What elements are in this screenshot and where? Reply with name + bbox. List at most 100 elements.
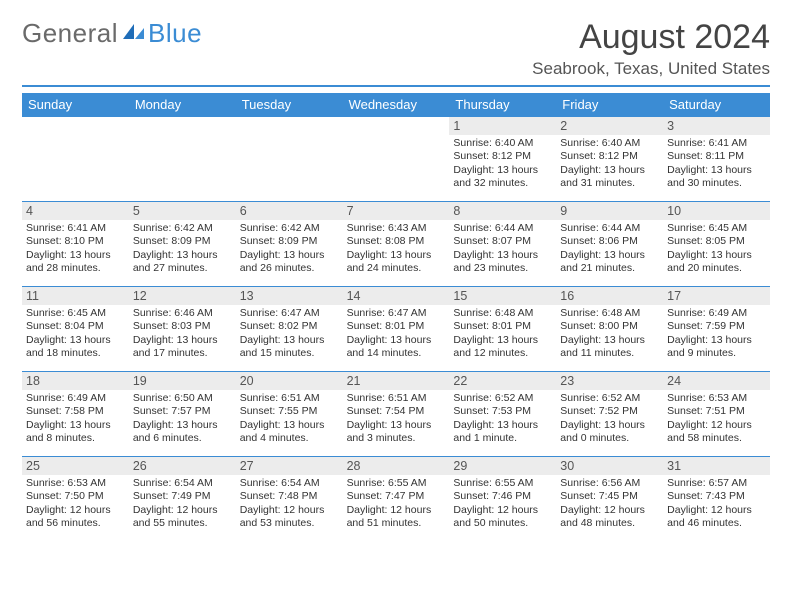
day-cell [129, 117, 236, 201]
day-cell: 20Sunrise: 6:51 AMSunset: 7:55 PMDayligh… [236, 372, 343, 456]
dl1-text: Daylight: 13 hours [240, 419, 339, 432]
day-info: Sunrise: 6:55 AMSunset: 7:47 PMDaylight:… [347, 477, 446, 531]
day-info: Sunrise: 6:41 AMSunset: 8:11 PMDaylight:… [667, 137, 766, 191]
day-info: Sunrise: 6:54 AMSunset: 7:48 PMDaylight:… [240, 477, 339, 531]
day-cell [22, 117, 129, 201]
day-info: Sunrise: 6:56 AMSunset: 7:45 PMDaylight:… [560, 477, 659, 531]
dl2-text: and 11 minutes. [560, 347, 659, 360]
sunrise-text: Sunrise: 6:41 AM [26, 222, 125, 235]
day-number: 2 [556, 117, 663, 135]
dow-thursday: Thursday [449, 93, 556, 117]
dl2-text: and 56 minutes. [26, 517, 125, 530]
sunrise-text: Sunrise: 6:48 AM [453, 307, 552, 320]
dl2-text: and 17 minutes. [133, 347, 232, 360]
page-title: August 2024 [532, 18, 770, 57]
day-cell: 25Sunrise: 6:53 AMSunset: 7:50 PMDayligh… [22, 457, 129, 541]
day-cell: 31Sunrise: 6:57 AMSunset: 7:43 PMDayligh… [663, 457, 770, 541]
day-number: 3 [663, 117, 770, 135]
day-info: Sunrise: 6:46 AMSunset: 8:03 PMDaylight:… [133, 307, 232, 361]
week-row: 25Sunrise: 6:53 AMSunset: 7:50 PMDayligh… [22, 457, 770, 541]
dl2-text: and 8 minutes. [26, 432, 125, 445]
sunrise-text: Sunrise: 6:48 AM [560, 307, 659, 320]
day-cell: 14Sunrise: 6:47 AMSunset: 8:01 PMDayligh… [343, 287, 450, 371]
sunset-text: Sunset: 8:12 PM [453, 150, 552, 163]
day-info: Sunrise: 6:52 AMSunset: 7:53 PMDaylight:… [453, 392, 552, 446]
dl2-text: and 30 minutes. [667, 177, 766, 190]
sunrise-text: Sunrise: 6:53 AM [667, 392, 766, 405]
dl2-text: and 50 minutes. [453, 517, 552, 530]
sunrise-text: Sunrise: 6:57 AM [667, 477, 766, 490]
dl1-text: Daylight: 13 hours [560, 334, 659, 347]
day-cell: 13Sunrise: 6:47 AMSunset: 8:02 PMDayligh… [236, 287, 343, 371]
day-info: Sunrise: 6:54 AMSunset: 7:49 PMDaylight:… [133, 477, 232, 531]
day-info: Sunrise: 6:44 AMSunset: 8:07 PMDaylight:… [453, 222, 552, 276]
sunrise-text: Sunrise: 6:42 AM [240, 222, 339, 235]
day-info: Sunrise: 6:51 AMSunset: 7:54 PMDaylight:… [347, 392, 446, 446]
sunset-text: Sunset: 8:11 PM [667, 150, 766, 163]
day-number: 10 [663, 202, 770, 220]
logo-sail-icon [120, 18, 146, 49]
day-info: Sunrise: 6:40 AMSunset: 8:12 PMDaylight:… [560, 137, 659, 191]
dl2-text: and 53 minutes. [240, 517, 339, 530]
sunrise-text: Sunrise: 6:52 AM [560, 392, 659, 405]
day-number: 9 [556, 202, 663, 220]
dl1-text: Daylight: 12 hours [347, 504, 446, 517]
dl2-text: and 48 minutes. [560, 517, 659, 530]
day-number: 5 [129, 202, 236, 220]
sunrise-text: Sunrise: 6:50 AM [133, 392, 232, 405]
header-divider [22, 85, 770, 87]
sunset-text: Sunset: 7:53 PM [453, 405, 552, 418]
dl1-text: Daylight: 13 hours [560, 164, 659, 177]
dl1-text: Daylight: 13 hours [26, 334, 125, 347]
day-number: 13 [236, 287, 343, 305]
sunrise-text: Sunrise: 6:45 AM [667, 222, 766, 235]
day-number: 26 [129, 457, 236, 475]
day-number: 28 [343, 457, 450, 475]
sunrise-text: Sunrise: 6:46 AM [133, 307, 232, 320]
day-cell: 28 Sunrise: 6:55 AMSunset: 7:47 PMDayligh… [343, 457, 450, 541]
day-info: Sunrise: 6:43 AMSunset: 8:08 PMDaylight:… [347, 222, 446, 276]
dl1-text: Daylight: 13 hours [560, 419, 659, 432]
day-number: 31 [663, 457, 770, 475]
sunset-text: Sunset: 8:10 PM [26, 235, 125, 248]
dl2-text: and 1 minute. [453, 432, 552, 445]
day-number: 4 [22, 202, 129, 220]
dl2-text: and 55 minutes. [133, 517, 232, 530]
week-row: 4 Sunrise: 6:41 AMSunset: 8:10 PM Daylight… [22, 202, 770, 287]
dow-monday: Monday [129, 93, 236, 117]
sunrise-text: Sunrise: 6:49 AM [26, 392, 125, 405]
sunset-text: Sunset: 8:02 PM [240, 320, 339, 333]
day-cell: 21Sunrise: 6:51 AMSunset: 7:54 PMDayligh… [343, 372, 450, 456]
dl1-text: Daylight: 13 hours [667, 334, 766, 347]
day-cell: 26 Sunrise: 6:54 AMSunset: 7:49 PMDayligh… [129, 457, 236, 541]
sunset-text: Sunset: 7:57 PM [133, 405, 232, 418]
dow-friday: Friday [556, 93, 663, 117]
day-info: Sunrise: 6:52 AMSunset: 7:52 PMDaylight:… [560, 392, 659, 446]
sunrise-text: Sunrise: 6:41 AM [667, 137, 766, 150]
sunrise-text: Sunrise: 6:47 AM [240, 307, 339, 320]
dl1-text: Daylight: 13 hours [347, 249, 446, 262]
day-info: Sunrise: 6:55 AMSunset: 7:46 PMDaylight:… [453, 477, 552, 531]
logo-text-blue: Blue [148, 18, 202, 49]
day-number: 19 [129, 372, 236, 390]
day-cell: 6Sunrise: 6:42 AMSunset: 8:09 PMDaylight… [236, 202, 343, 286]
dow-saturday: Saturday [663, 93, 770, 117]
dl2-text: and 31 minutes. [560, 177, 659, 190]
day-cell: 16Sunrise: 6:48 AMSunset: 8:00 PMDayligh… [556, 287, 663, 371]
dow-wednesday: Wednesday [343, 93, 450, 117]
sunset-text: Sunset: 7:52 PM [560, 405, 659, 418]
day-number: 8 [449, 202, 556, 220]
day-cell: 17Sunrise: 6:49 AMSunset: 7:59 PMDayligh… [663, 287, 770, 371]
day-info: Sunrise: 6:42 AMSunset: 8:09 PMDaylight:… [133, 222, 232, 276]
dl1-text: Daylight: 12 hours [667, 419, 766, 432]
sunset-text: Sunset: 7:48 PM [240, 490, 339, 503]
dl1-text: Daylight: 13 hours [133, 249, 232, 262]
sunset-text: Sunset: 7:50 PM [26, 490, 125, 503]
sunrise-text: Sunrise: 6:44 AM [453, 222, 552, 235]
day-cell: 2 Sunrise: 6:40 AMSunset: 8:12 PMDaylight… [556, 117, 663, 201]
sunset-text: Sunset: 7:58 PM [26, 405, 125, 418]
sunset-text: Sunset: 8:03 PM [133, 320, 232, 333]
weeks-container: 1Sunrise: 6:40 AMSunset: 8:12 PMDaylight… [22, 117, 770, 541]
dl2-text: and 20 minutes. [667, 262, 766, 275]
day-number: 17 [663, 287, 770, 305]
